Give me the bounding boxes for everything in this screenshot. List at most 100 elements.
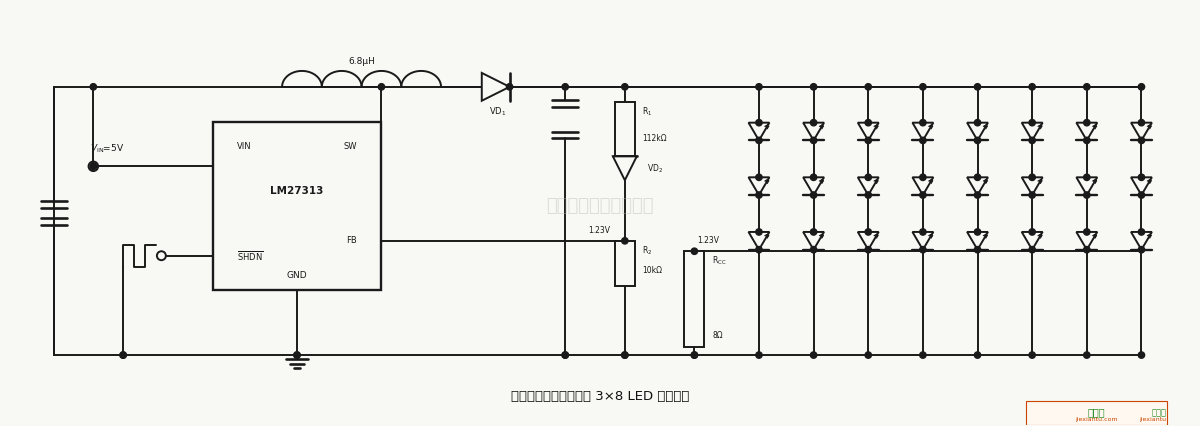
Circle shape [974, 137, 980, 144]
Text: GND: GND [287, 271, 307, 280]
Circle shape [90, 83, 96, 90]
Circle shape [562, 83, 569, 90]
Circle shape [810, 352, 817, 358]
Circle shape [691, 352, 697, 358]
Circle shape [865, 83, 871, 90]
Circle shape [622, 352, 628, 358]
FancyBboxPatch shape [1026, 401, 1168, 425]
Circle shape [90, 163, 96, 170]
Circle shape [1084, 83, 1090, 90]
Polygon shape [749, 177, 769, 195]
Circle shape [1028, 174, 1036, 181]
Circle shape [1139, 137, 1145, 144]
Circle shape [294, 352, 300, 358]
Polygon shape [1076, 232, 1097, 250]
Circle shape [865, 229, 871, 235]
Circle shape [1084, 229, 1090, 235]
Text: 10kΩ: 10kΩ [642, 266, 661, 275]
Circle shape [810, 229, 817, 235]
Text: $V_{\rm IN}$=5V: $V_{\rm IN}$=5V [90, 142, 125, 155]
Bar [684, 251, 704, 347]
Circle shape [919, 83, 926, 90]
Circle shape [378, 83, 385, 90]
Circle shape [919, 119, 926, 126]
Circle shape [919, 247, 926, 253]
Polygon shape [858, 177, 878, 195]
Polygon shape [1021, 123, 1043, 141]
Polygon shape [967, 123, 988, 141]
Polygon shape [1132, 123, 1152, 141]
Circle shape [1084, 247, 1090, 253]
Text: 112kΩ: 112kΩ [642, 134, 666, 143]
Bar [212, 121, 382, 291]
Text: 1.23V: 1.23V [588, 226, 610, 236]
Circle shape [1028, 352, 1036, 358]
Circle shape [974, 352, 980, 358]
Polygon shape [858, 123, 878, 141]
Circle shape [294, 352, 300, 358]
Text: 杭州将睿科技有限公司: 杭州将睿科技有限公司 [546, 197, 654, 215]
Circle shape [756, 229, 762, 235]
Circle shape [1084, 174, 1090, 181]
Circle shape [1084, 352, 1090, 358]
Circle shape [810, 247, 817, 253]
Circle shape [506, 83, 512, 90]
Text: FB: FB [346, 236, 356, 245]
Bar [614, 102, 635, 156]
Polygon shape [803, 177, 824, 195]
Text: 6.8μH: 6.8μH [348, 58, 376, 66]
Circle shape [562, 352, 569, 358]
Circle shape [865, 119, 871, 126]
Circle shape [756, 192, 762, 198]
Circle shape [120, 352, 126, 358]
Circle shape [865, 192, 871, 198]
Circle shape [1139, 119, 1145, 126]
Text: 带有过电压保护功能的 3×8 LED 驱动电路: 带有过电压保护功能的 3×8 LED 驱动电路 [511, 390, 689, 403]
Circle shape [1028, 247, 1036, 253]
Circle shape [810, 83, 817, 90]
Circle shape [756, 247, 762, 253]
Text: $\overline{\rm SHDN}$: $\overline{\rm SHDN}$ [238, 249, 264, 263]
Polygon shape [1132, 232, 1152, 250]
Polygon shape [912, 123, 934, 141]
Bar [614, 241, 635, 285]
Circle shape [1139, 352, 1145, 358]
Circle shape [691, 248, 697, 254]
Polygon shape [803, 123, 824, 141]
Circle shape [919, 137, 926, 144]
Circle shape [974, 119, 980, 126]
Polygon shape [613, 156, 637, 180]
Circle shape [810, 192, 817, 198]
Text: 接线图: 接线图 [1151, 408, 1166, 417]
Polygon shape [481, 73, 510, 101]
Polygon shape [912, 177, 934, 195]
Circle shape [974, 83, 980, 90]
Circle shape [1028, 119, 1036, 126]
Circle shape [865, 174, 871, 181]
Circle shape [1028, 192, 1036, 198]
Circle shape [1028, 229, 1036, 235]
Text: LM27313: LM27313 [270, 186, 324, 196]
Text: VIN: VIN [238, 142, 252, 151]
Circle shape [756, 83, 762, 90]
Circle shape [756, 352, 762, 358]
Polygon shape [1132, 177, 1152, 195]
Polygon shape [803, 232, 824, 250]
Circle shape [919, 352, 926, 358]
Circle shape [691, 352, 697, 358]
Circle shape [1084, 137, 1090, 144]
Circle shape [622, 238, 628, 244]
Polygon shape [1076, 177, 1097, 195]
Circle shape [919, 229, 926, 235]
Text: jiexiantu.com: jiexiantu.com [1075, 417, 1118, 422]
Polygon shape [1076, 123, 1097, 141]
Circle shape [90, 163, 96, 170]
Circle shape [974, 174, 980, 181]
Polygon shape [749, 123, 769, 141]
Polygon shape [912, 232, 934, 250]
Circle shape [1139, 83, 1145, 90]
Circle shape [1084, 192, 1090, 198]
Text: 接线图: 接线图 [1088, 407, 1105, 417]
Circle shape [1139, 247, 1145, 253]
Circle shape [1139, 192, 1145, 198]
